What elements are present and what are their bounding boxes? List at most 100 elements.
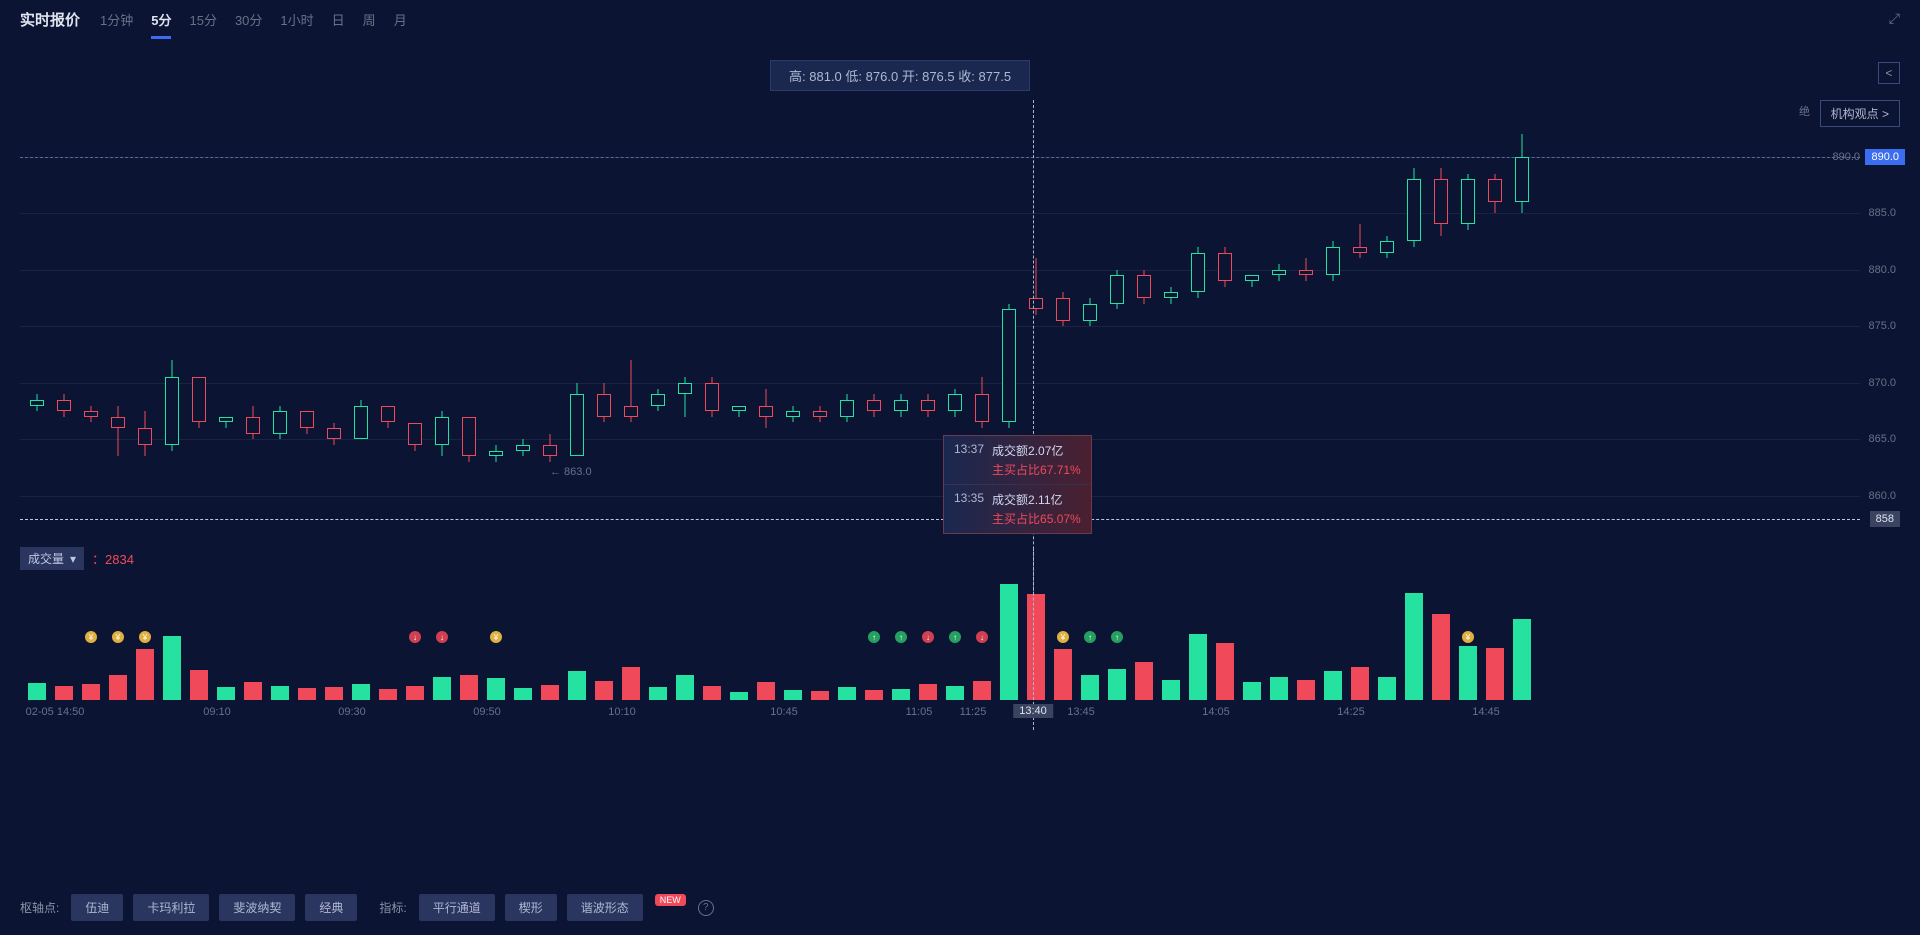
- volume-bar: [1351, 667, 1369, 700]
- ohlc-summary: 高: 881.0 低: 876.0 开: 876.5 收: 877.5: [770, 60, 1030, 91]
- volume-section: 成交量 ▾ ：2834 02-05 14:5009:1009:3009:5010…: [20, 543, 1860, 718]
- volume-bar: [703, 686, 721, 700]
- candle: [1054, 292, 1072, 326]
- volume-bar: [568, 671, 586, 700]
- volume-bar: [1297, 680, 1315, 700]
- volume-bar: [919, 684, 937, 700]
- pivot-button[interactable]: 斐波纳契: [219, 894, 295, 921]
- y-axis-label: 875.0: [1868, 320, 1896, 332]
- candlestick-chart[interactable]: 860.0865.0870.0875.0880.0885.0890.0890.0…: [20, 100, 1860, 530]
- x-axis-label: 09:30: [338, 706, 366, 718]
- volume-bar: [28, 683, 46, 700]
- candle: [892, 394, 910, 417]
- volume-bar: [1081, 675, 1099, 701]
- candle: [1486, 174, 1504, 214]
- volume-bar: [244, 682, 262, 700]
- volume-bar: [838, 687, 856, 700]
- x-axis-label: 14:05: [1202, 706, 1230, 718]
- header: 实时报价 1分钟5分15分30分1小时日周月 ⤢: [0, 0, 1920, 38]
- candle: [487, 445, 505, 462]
- volume-bar: [1216, 643, 1234, 700]
- indicator-button[interactable]: 楔形: [505, 894, 557, 921]
- candle: [1216, 247, 1234, 287]
- timeframe-tab[interactable]: 1小时: [280, 10, 313, 29]
- volume-bar: [352, 684, 370, 700]
- y-axis-label: 870.0: [1868, 377, 1896, 389]
- volume-bar: [622, 667, 640, 700]
- candle: [325, 423, 343, 446]
- indicator-button[interactable]: 谐波形态: [567, 894, 643, 921]
- volume-bar: [406, 686, 424, 700]
- pivot-button[interactable]: 经典: [305, 894, 357, 921]
- ohlc-open: 876.5: [922, 69, 955, 84]
- volume-bar: [784, 690, 802, 700]
- candle: [919, 394, 937, 417]
- chevron-down-icon: ▾: [70, 552, 76, 566]
- ohlc-close-label: 收:: [958, 69, 975, 84]
- indicator-button[interactable]: 平行通道: [419, 894, 495, 921]
- pivot-label: 枢轴点:: [20, 899, 59, 916]
- timeframe-tab[interactable]: 15分: [189, 10, 216, 29]
- candle: [406, 423, 424, 451]
- candle: [811, 406, 829, 423]
- candle: [946, 389, 964, 417]
- pivot-button[interactable]: 卡玛利拉: [133, 894, 209, 921]
- timeframe-tab[interactable]: 1分钟: [100, 10, 133, 29]
- volume-value: ：2834: [92, 549, 134, 568]
- timeframe-tab[interactable]: 30分: [235, 10, 262, 29]
- x-axis-label: 14:45: [1472, 706, 1500, 718]
- volume-bar: [217, 687, 235, 700]
- x-axis-label: 09:50: [473, 706, 501, 718]
- indicator-label: 指标:: [379, 899, 406, 916]
- candle: [1000, 304, 1018, 428]
- volume-bar: [1027, 594, 1045, 700]
- nav-back-icon[interactable]: <: [1878, 62, 1900, 84]
- crosshair-time-label: 13:40: [1013, 704, 1053, 718]
- candle: [1432, 168, 1450, 236]
- volume-chart[interactable]: 02-05 14:5009:1009:3009:5010:1010:4511:0…: [20, 578, 1860, 718]
- volume-bar: [865, 690, 883, 701]
- candle: [109, 406, 127, 457]
- candle: [1324, 241, 1342, 281]
- data-tooltip: 13:37 成交额2.07亿 主买占比67.71%13:35 成交额2.11亿 …: [943, 435, 1092, 534]
- pivot-button[interactable]: 伍迪: [71, 894, 123, 921]
- candle: [379, 406, 397, 429]
- candle: [1405, 168, 1423, 247]
- volume-label[interactable]: 成交量 ▾: [20, 547, 84, 570]
- volume-bar: [757, 682, 775, 700]
- tooltip-amount: 成交额2.11亿: [992, 491, 1081, 508]
- ohlc-high: 881.0: [809, 69, 842, 84]
- volume-bar: [190, 670, 208, 700]
- timeframe-tab[interactable]: 5分: [151, 10, 171, 29]
- candle: [568, 383, 586, 457]
- volume-bar: [811, 691, 829, 700]
- tooltip-amount: 成交额2.07亿: [992, 442, 1081, 459]
- candle: [1459, 174, 1477, 231]
- volume-bar: [676, 675, 694, 701]
- expand-icon[interactable]: ⤢: [1889, 10, 1900, 27]
- candle: [298, 411, 316, 434]
- ohlc-high-label: 高:: [789, 69, 806, 84]
- volume-bar: [109, 675, 127, 701]
- volume-bar: [298, 688, 316, 700]
- volume-bar: [730, 692, 748, 700]
- timeframe-tab[interactable]: 日: [332, 10, 345, 29]
- candle: [244, 406, 262, 440]
- help-icon[interactable]: ?: [698, 900, 714, 916]
- candle: [1351, 224, 1369, 258]
- volume-bar: [325, 687, 343, 700]
- footer-toolbar: 枢轴点: 伍迪卡玛利拉斐波纳契经典 指标: 平行通道楔形谐波形态 NEW ?: [20, 894, 1900, 921]
- volume-bar: [1513, 619, 1531, 700]
- timeframe-tab[interactable]: 周: [363, 10, 376, 29]
- candle: [1189, 247, 1207, 298]
- new-badge: NEW: [655, 894, 686, 906]
- candle: [838, 394, 856, 422]
- candle: [1297, 258, 1315, 281]
- volume-bar: [1270, 677, 1288, 700]
- ohlc-low-label: 低:: [845, 69, 862, 84]
- timeframe-tab[interactable]: 月: [394, 10, 407, 29]
- volume-bar: [163, 636, 181, 700]
- candle: [649, 389, 667, 412]
- x-axis-label: 09:10: [203, 706, 231, 718]
- tooltip-time: 13:35: [954, 491, 984, 527]
